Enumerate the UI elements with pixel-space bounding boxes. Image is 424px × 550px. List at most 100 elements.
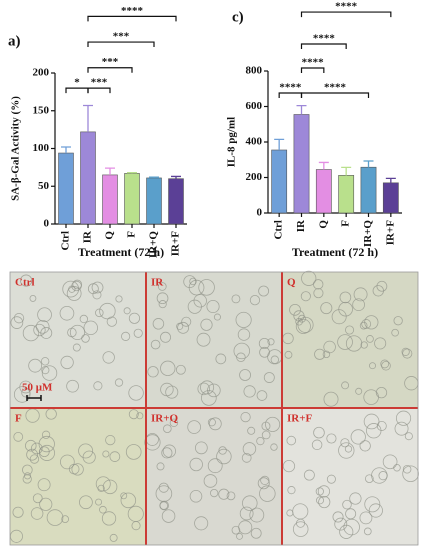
cell: [340, 438, 350, 448]
micrograph-label: F: [15, 413, 22, 425]
cell: [267, 338, 275, 346]
cell: [391, 328, 399, 337]
y-tick-label: 400: [246, 136, 263, 148]
cell: [13, 431, 24, 442]
cell: [26, 448, 39, 461]
cell: [59, 305, 75, 321]
cell: [257, 477, 270, 490]
cell: [338, 301, 353, 317]
cell: [144, 434, 161, 451]
panel-label: a): [8, 33, 21, 49]
bar: [102, 174, 118, 225]
cell: [114, 378, 124, 387]
y-tick-label: 150: [33, 104, 50, 116]
cell: [37, 307, 52, 323]
cell: [196, 332, 211, 347]
cell: [206, 299, 220, 314]
significance-label: ****: [121, 5, 144, 17]
cell: [72, 343, 81, 352]
scale-bar-label: 50 μM: [22, 382, 53, 394]
cell: [318, 495, 331, 509]
cell: [365, 474, 374, 484]
cell: [231, 294, 241, 304]
bar: [58, 152, 74, 225]
cell: [158, 300, 167, 309]
cell: [187, 420, 201, 434]
cell: [195, 441, 208, 455]
cell: [249, 507, 265, 523]
cell: [381, 360, 391, 371]
cell: [258, 337, 270, 349]
cell: [109, 533, 118, 542]
cell: [402, 465, 419, 483]
cell: [22, 474, 32, 484]
error-bar: [363, 160, 374, 168]
cell: [364, 315, 379, 330]
significance-label: ***: [113, 31, 130, 43]
cell: [368, 503, 383, 518]
cell: [102, 450, 110, 458]
cell: [79, 495, 93, 510]
cell: [25, 439, 37, 452]
cell: [161, 509, 176, 523]
cell: [218, 488, 230, 500]
significance-bracket: [87, 87, 111, 94]
cell: [326, 474, 336, 484]
cell: [198, 279, 215, 296]
cell: [41, 430, 51, 439]
cell: [91, 281, 104, 294]
cell: [401, 347, 410, 356]
cell: [313, 426, 325, 439]
cell: [363, 527, 372, 536]
cell: [61, 515, 70, 523]
cell: [156, 292, 169, 305]
cell: [259, 485, 276, 502]
cell: [161, 447, 173, 459]
error-bar: [341, 166, 352, 176]
cell: [300, 291, 311, 302]
cell: [261, 430, 271, 440]
bar: [271, 149, 288, 214]
cell: [345, 508, 357, 520]
significance-label: ***: [102, 56, 119, 68]
cell: [13, 312, 25, 324]
bar: [80, 131, 96, 225]
bar: [360, 166, 377, 214]
y-tick-label: 0: [44, 218, 50, 230]
error-bar: [127, 172, 137, 174]
cell: [395, 410, 412, 426]
cell: [150, 339, 161, 350]
cell: [371, 467, 388, 484]
cell: [258, 285, 270, 297]
x-axis-title: Treatment (72 h): [292, 245, 378, 259]
cell: [95, 308, 104, 318]
micrograph-label: IR: [151, 277, 164, 289]
cell: [99, 302, 116, 320]
cell: [181, 316, 192, 327]
cell: [35, 319, 50, 334]
micrograph-label: Q: [287, 277, 296, 289]
cell: [208, 417, 222, 431]
cell: [402, 464, 412, 474]
cell: [332, 511, 344, 523]
error-bar: [171, 175, 181, 179]
y-tick-label: 800: [246, 65, 263, 77]
x-tick-label: IR+Q: [148, 231, 160, 258]
cell: [193, 294, 207, 308]
cell: [374, 337, 387, 350]
x-tick-label: Ctrl: [60, 231, 72, 251]
micrograph-label: Ctrl: [15, 277, 35, 289]
x-tick-label: Ctrl: [273, 220, 285, 240]
cell: [38, 435, 55, 453]
cell: [66, 286, 82, 301]
cell: [303, 469, 315, 481]
cell: [30, 507, 44, 520]
cell: [105, 434, 116, 446]
cell: [28, 358, 43, 373]
cell: [207, 458, 223, 474]
cell: [344, 445, 353, 453]
cell: [197, 382, 210, 396]
cell: [334, 517, 348, 531]
cell: [240, 411, 251, 423]
cell: [289, 303, 301, 316]
